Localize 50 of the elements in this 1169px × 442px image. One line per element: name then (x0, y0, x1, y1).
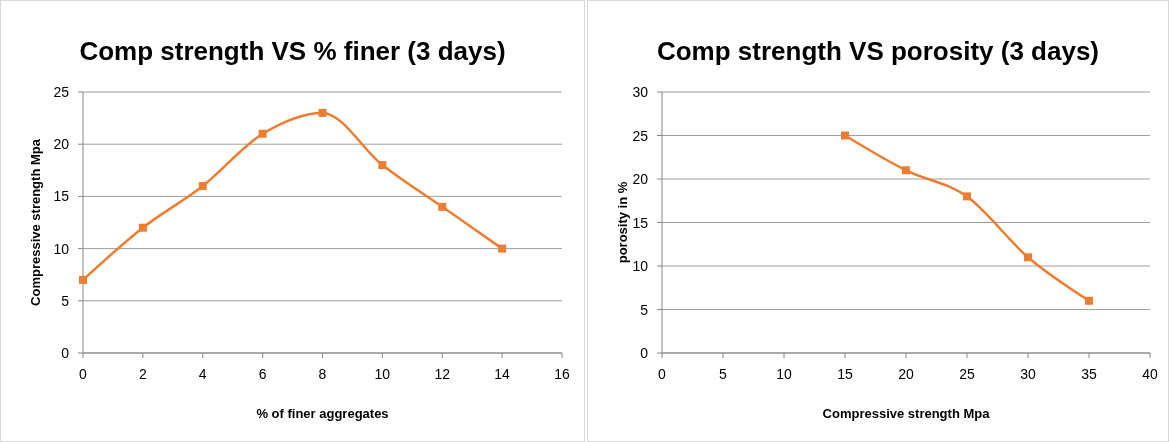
x-tick-label: 12 (434, 366, 451, 382)
x-tick-label: 20 (898, 366, 914, 382)
chart-title: Comp strength VS porosity (3 days) (656, 36, 1100, 66)
point (138, 223, 147, 232)
point (318, 108, 327, 117)
point (841, 131, 849, 140)
chart-title: Comp strength VS % finer (3 days) (79, 36, 506, 66)
x-tick-label: 2 (138, 366, 147, 382)
x-tick-label: 30 (1020, 366, 1036, 382)
point (378, 161, 387, 170)
y-tick-label: 5 (61, 292, 70, 309)
x-tick-label: 10 (374, 366, 391, 382)
x-tick-label: 40 (1142, 366, 1158, 382)
y-tick-label: 20 (53, 136, 70, 153)
y-tick-label: 10 (632, 258, 649, 274)
x-tick-label: 8 (318, 366, 327, 382)
y-tick-label: 25 (632, 127, 649, 144)
point (258, 129, 267, 138)
y-tick-label: 0 (640, 345, 649, 361)
y-axis-title: porosity in % (615, 181, 630, 264)
x-tick-label: 10 (776, 366, 792, 382)
x-tick-label: 0 (658, 366, 667, 382)
y-tick-label: 15 (53, 188, 70, 205)
y-axis-title: Compressive strength Mpa (28, 138, 43, 306)
point (79, 275, 87, 284)
x-tick-label: 35 (1081, 366, 1097, 382)
x-tick-label: 6 (258, 366, 267, 382)
y-tick-label: 15 (632, 214, 649, 231)
y-tick-label: 5 (640, 301, 649, 318)
point (498, 244, 507, 253)
y-tick-label: 0 (61, 345, 70, 361)
y-tick-label: 30 (632, 84, 649, 100)
x-tick-label: 15 (837, 366, 853, 382)
point (902, 166, 910, 175)
x-tick-label: 16 (554, 366, 570, 382)
x-tick-label: 25 (959, 366, 975, 382)
y-tick-label: 25 (53, 84, 70, 100)
x-tick-label: 14 (494, 366, 511, 382)
x-tick-label: 4 (198, 366, 207, 382)
x-tick-label: 0 (79, 366, 88, 382)
point (438, 202, 447, 211)
point (963, 192, 971, 201)
point (1024, 253, 1032, 262)
x-tick-label: 5 (719, 366, 728, 382)
x-axis-title: Compressive strength Mpa (822, 406, 991, 421)
y-tick-label: 10 (53, 240, 70, 257)
y-tick-label: 20 (632, 171, 649, 187)
point (1085, 296, 1093, 305)
point (198, 181, 207, 190)
x-axis-title: % of finer aggregates (256, 406, 389, 421)
